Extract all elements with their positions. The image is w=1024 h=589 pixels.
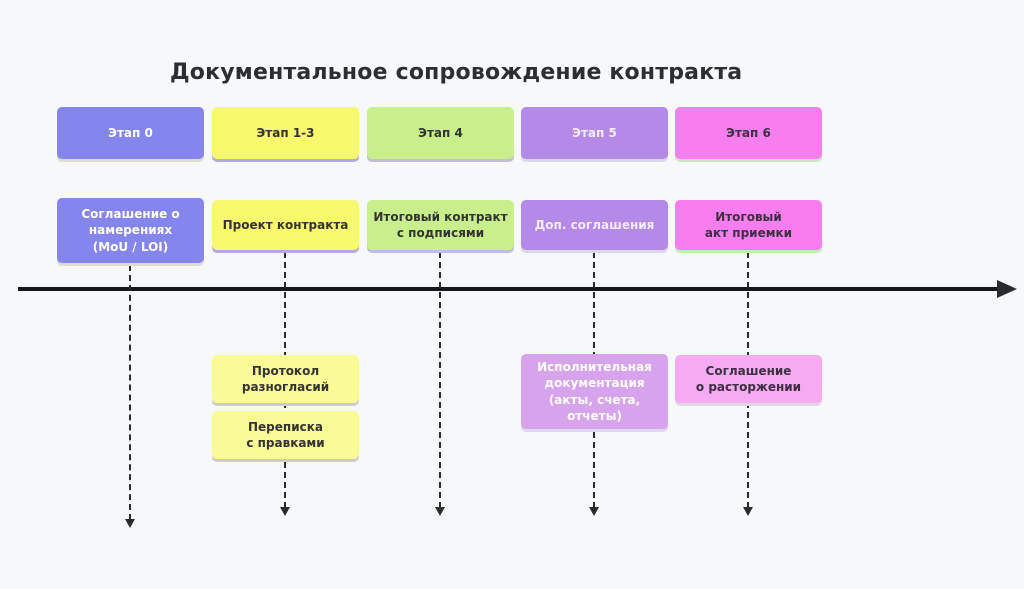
- connector-arrowhead-icon: [435, 507, 445, 516]
- timeline-axis: [18, 287, 999, 291]
- primary-doc-box-3: Доп. соглашения: [521, 200, 668, 250]
- column-stage-1-3: Этап 1-3 Проект контракта Протокол разно…: [212, 107, 359, 537]
- primary-doc-box-1: Проект контракта: [212, 200, 359, 250]
- connector-arrowhead-icon: [589, 507, 599, 516]
- secondary-doc-box: Переписка с правками: [212, 411, 359, 459]
- column-stage-4: Этап 4 Итоговый контракт с подписями: [367, 107, 514, 537]
- column-stage-6: Этап 6 Итоговый акт приемки Соглашение о…: [675, 107, 822, 537]
- stage-connector-line: [129, 265, 131, 520]
- diagram-title: Документальное сопровождение контракта: [170, 60, 743, 85]
- stage-header-0: Этап 0: [57, 107, 204, 159]
- column-stage-0: Этап 0 Соглашение о намерениях (MoU / LO…: [57, 107, 204, 537]
- stage-header-6: Этап 6: [675, 107, 822, 159]
- secondary-doc-box: Протокол разногласий: [212, 355, 359, 403]
- connector-arrowhead-icon: [743, 507, 753, 516]
- primary-doc-box-0: Соглашение о намерениях (MoU / LOI): [57, 198, 204, 263]
- stage-header-5: Этап 5: [521, 107, 668, 159]
- timeline-arrowhead-icon: [997, 280, 1017, 298]
- primary-doc-box-2: Итоговый контракт с подписями: [367, 200, 514, 250]
- primary-doc-box-4: Итоговый акт приемки: [675, 200, 822, 250]
- stage-connector-line: [439, 252, 441, 508]
- connector-arrowhead-icon: [125, 519, 135, 528]
- connector-arrowhead-icon: [280, 507, 290, 516]
- secondary-doc-box: Исполнительная документация (акты, счета…: [521, 354, 668, 429]
- column-stage-5: Этап 5 Доп. соглашения Исполнительная до…: [521, 107, 668, 537]
- stage-header-4: Этап 4: [367, 107, 514, 159]
- stage-header-1-3: Этап 1-3: [212, 107, 359, 159]
- secondary-doc-box: Соглашение о расторжении: [675, 355, 822, 403]
